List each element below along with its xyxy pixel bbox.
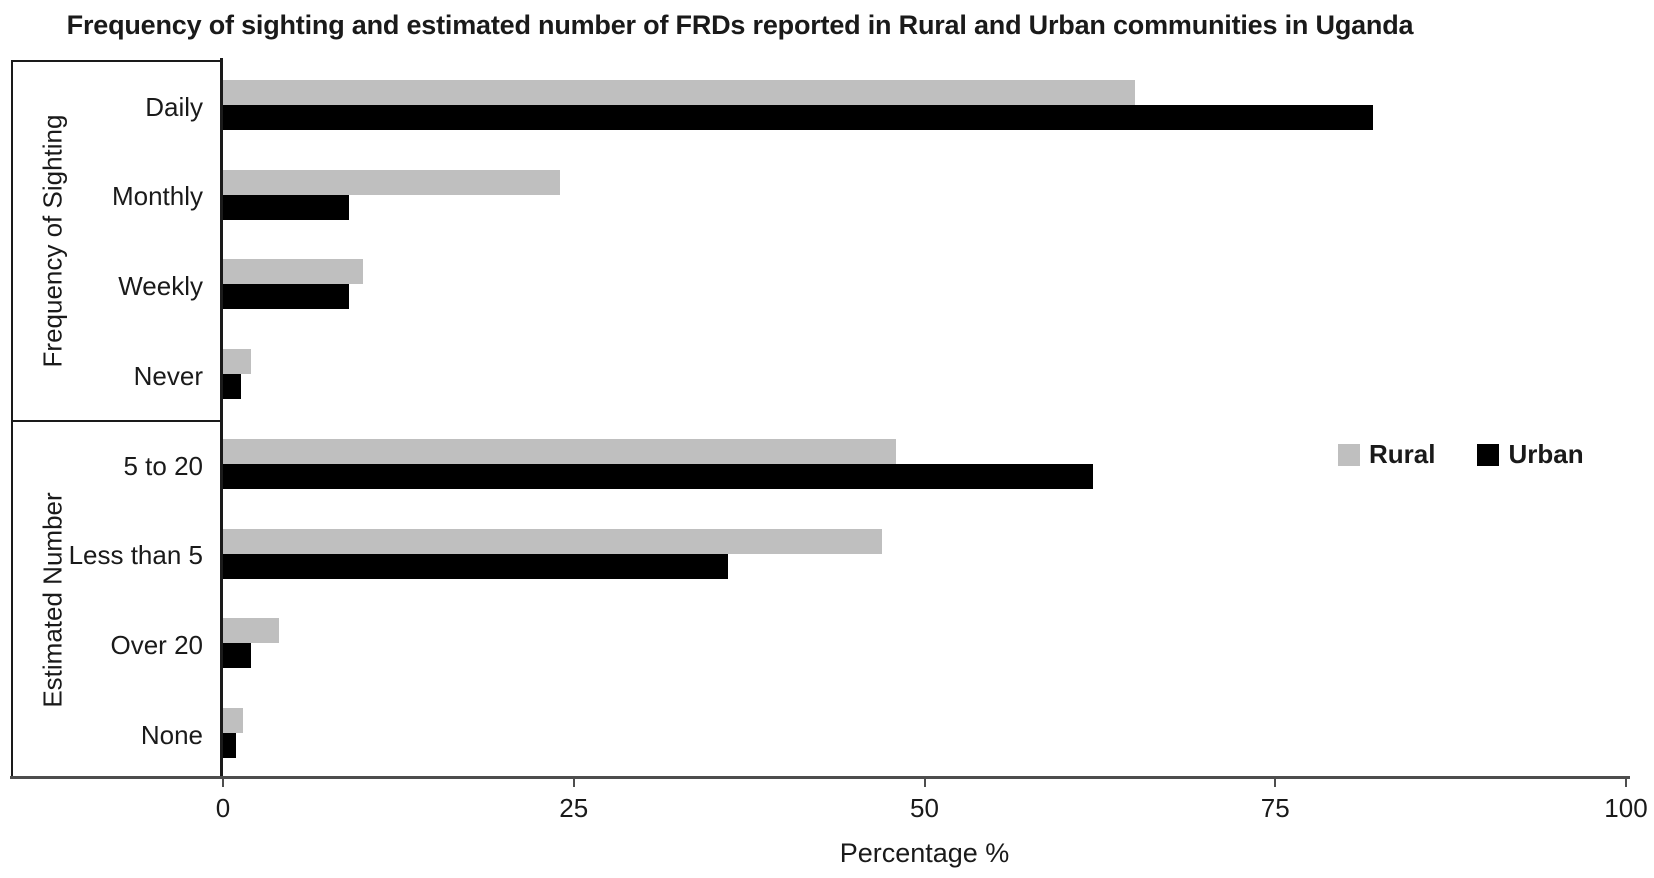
x-tick-mark-75 — [1274, 779, 1277, 787]
category-label-2: Weekly — [118, 271, 203, 301]
legend-label-rural: Rural — [1369, 439, 1436, 469]
group-divider-line — [13, 420, 223, 422]
bar-rural-0 — [223, 79, 1135, 105]
x-tick-mark-50 — [923, 779, 926, 787]
bar-row-5 — [223, 509, 1626, 599]
category-label-0: Daily — [145, 91, 203, 122]
category-label-1: Monthly — [111, 181, 203, 212]
bar-rural-6 — [223, 618, 280, 644]
x-tick-label-75: 75 — [1260, 793, 1290, 823]
bar-urban-6 — [223, 643, 252, 669]
category-label-6: Over 20 — [110, 630, 204, 660]
bar-urban-0 — [223, 104, 1374, 130]
category-label-box: Frequency of Sighting Estimated Number D… — [11, 60, 223, 778]
bar-row-7 — [223, 688, 1626, 778]
bar-urban-3 — [223, 374, 242, 400]
category-label-7: None — [140, 719, 203, 750]
bar-rural-4 — [223, 438, 897, 464]
bar-row-3 — [223, 329, 1626, 419]
bar-rural-2 — [223, 259, 364, 285]
bar-row-0 — [223, 60, 1626, 150]
x-tick-label-25: 25 — [559, 793, 589, 823]
urban-swatch-icon — [1477, 443, 1500, 466]
bar-row-6 — [223, 599, 1626, 689]
x-tick-label-0: 0 — [215, 793, 231, 823]
bar-row-1 — [223, 150, 1626, 240]
bar-row-4 — [223, 419, 1626, 509]
bar-rural-5 — [223, 528, 883, 554]
plot-area — [223, 60, 1626, 778]
bar-row-2 — [223, 240, 1626, 330]
y-axis-line — [220, 58, 223, 778]
x-axis-title: Percentage % — [839, 838, 1010, 868]
x-tick-label-100: 100 — [1604, 793, 1648, 823]
x-tick-label-50: 50 — [910, 793, 939, 823]
bar-urban-1 — [223, 194, 350, 220]
bar-rural-1 — [223, 169, 560, 195]
legend-label-urban: Urban — [1508, 439, 1584, 469]
category-label-3: Never — [133, 360, 203, 391]
bar-urban-7 — [223, 733, 236, 759]
rural-swatch-icon — [1338, 443, 1360, 466]
x-tick-mark-25 — [572, 779, 575, 787]
category-label-4: 5 to 20 — [123, 450, 203, 481]
x-tick-mark-0 — [222, 779, 224, 787]
bar-rural-7 — [223, 708, 243, 734]
bar-rural-3 — [223, 349, 252, 375]
legend: Rural Urban — [1338, 439, 1584, 470]
legend-item-rural: Rural — [1338, 439, 1435, 470]
chart-title: Frequency of sighting and estimated numb… — [66, 10, 1414, 40]
legend-item-urban: Urban — [1477, 439, 1584, 470]
x-axis-line — [10, 776, 1630, 779]
bar-urban-4 — [223, 463, 1093, 489]
bar-urban-5 — [223, 553, 729, 579]
category-label-5: Less than 5 — [68, 540, 203, 571]
x-tick-mark-100 — [1625, 779, 1627, 787]
bar-urban-2 — [223, 284, 350, 310]
